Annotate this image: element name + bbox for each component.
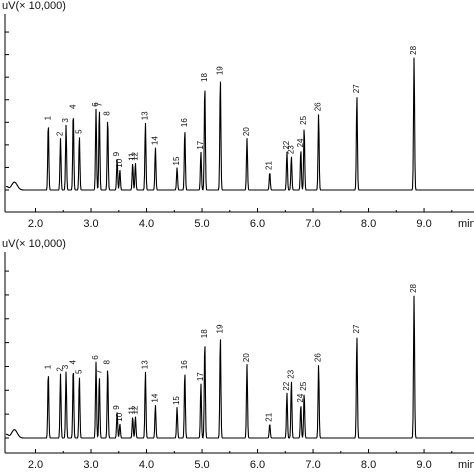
peak-label: 12	[130, 405, 139, 414]
x-tick-label: 7.0	[305, 459, 320, 471]
peak-label: 14	[150, 136, 159, 145]
x-tick-label: 3.0	[83, 459, 98, 471]
peak-label: 1	[43, 115, 52, 120]
peak-label: 28	[409, 283, 418, 292]
peak-label: 19	[215, 66, 224, 75]
peak-label: 3	[61, 118, 70, 123]
peak-label: 18	[200, 72, 209, 81]
peak-label: 17	[196, 140, 205, 149]
peak-label: 9	[112, 405, 121, 410]
peak-label: 20	[242, 127, 251, 136]
peak-label: 21	[265, 412, 274, 421]
x-tick-label: 8.0	[361, 218, 376, 230]
x-tick-label: 6.0	[250, 459, 265, 471]
peak-label: 7	[94, 369, 103, 374]
peak-label: 7	[94, 102, 103, 107]
peak-label: 2	[56, 367, 65, 372]
peak-label: 25	[299, 115, 308, 124]
x-tick-label: 2.0	[28, 218, 43, 230]
peak-label: 15	[172, 396, 181, 405]
peak-label: 2	[56, 131, 65, 136]
peak-label: 26	[314, 102, 323, 111]
x-tick-label: 4.0	[139, 459, 154, 471]
x-tick-label: 9.0	[416, 459, 431, 471]
peak-label: 20	[242, 353, 251, 362]
peak-label: 23	[286, 145, 295, 154]
peak-label: 1	[43, 364, 52, 369]
peak-label: 6	[91, 355, 100, 360]
peak-label: 21	[265, 160, 274, 169]
x-tick-label: 3.0	[83, 218, 98, 230]
chromatogram-top: uV(× 10,000) 2.0 3.0 4.0 5.0 6.0 7.0 8.0 9.0 min 1…	[2, 0, 474, 230]
x-axis-label: min	[458, 218, 474, 230]
peak-label: 4	[68, 359, 77, 364]
peak-label: 11	[128, 152, 137, 161]
x-tick-label: 7.0	[305, 218, 320, 230]
peak-label: 16	[180, 360, 189, 369]
x-tick-label: 4.0	[139, 218, 154, 230]
peak-label: 11	[128, 406, 137, 415]
x-tick-label: 8.0	[361, 459, 376, 471]
peak-label: 13	[140, 111, 149, 120]
peak-label: 15	[172, 156, 181, 165]
peak-label: 8	[103, 111, 112, 116]
x-axis-label: min	[458, 459, 474, 471]
x-tick-label: 9.0	[416, 218, 431, 230]
y-axis-label: uV(× 10,000)	[2, 238, 66, 250]
peak-label: 12	[130, 151, 139, 160]
peak-label: 27	[352, 84, 361, 93]
x-tick-label: 5.0	[194, 218, 209, 230]
peak-label: 17	[196, 372, 205, 381]
x-tick-label: 5.0	[194, 459, 209, 471]
y-axis-label: uV(× 10,000)	[2, 0, 66, 12]
peak-label: 10	[115, 158, 124, 167]
peak-label: 16	[180, 118, 189, 127]
peak-label: 3	[61, 364, 70, 369]
peak-label: 14	[150, 393, 159, 402]
peak-label: 4	[68, 104, 77, 109]
peak-label: 8	[103, 359, 112, 364]
x-tick-label: 2.0	[28, 459, 43, 471]
chromatogram-bottom: uV(× 10,000) 2.0 3.0 4.0 5.0 6.0 7.0 8.0 9.0 min 1…	[2, 238, 474, 471]
peak-label: 9	[112, 151, 121, 156]
peak-label: 27	[352, 324, 361, 333]
signal-trace	[5, 57, 474, 191]
peak-label: 22	[282, 140, 291, 149]
peak-label: 25	[299, 381, 308, 390]
peak-label: 5	[74, 129, 83, 134]
peak-label: 24	[296, 393, 305, 402]
peak-label: 5	[74, 369, 83, 374]
peak-label: 6	[91, 102, 100, 107]
peak-label: 22	[282, 381, 291, 390]
peak-label: 13	[140, 360, 149, 369]
peak-label: 24	[296, 138, 305, 147]
peak-label: 10	[115, 412, 124, 421]
peak-label: 26	[314, 353, 323, 362]
x-tick-label: 6.0	[250, 218, 265, 230]
peak-label: 18	[200, 329, 209, 338]
signal-trace	[5, 295, 474, 439]
peak-label: 19	[215, 324, 224, 333]
peak-label: 23	[286, 369, 295, 378]
peak-label: 28	[409, 45, 418, 54]
